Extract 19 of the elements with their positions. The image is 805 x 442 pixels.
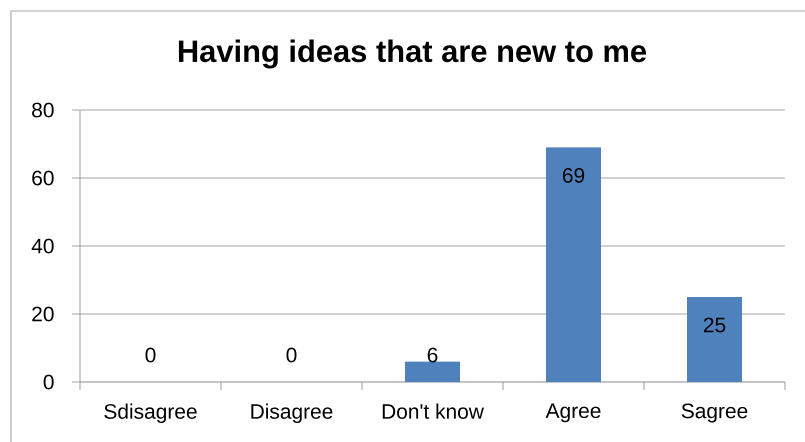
y-tick-label: 40	[32, 238, 54, 254]
data-label: 0	[145, 348, 156, 362]
data-label: 6	[428, 348, 438, 362]
x-tick-label: Sagree	[682, 404, 748, 422]
y-tick-label: 80	[32, 102, 54, 118]
data-label: 25	[704, 318, 726, 332]
y-tick-label: 60	[32, 170, 54, 186]
y-tick-label: 20	[32, 306, 54, 322]
y-tick-label: 0	[44, 374, 54, 390]
data-label: 0	[286, 348, 296, 362]
chart-title: Having ideas that are new to me	[178, 40, 646, 68]
data-label: 69	[562, 168, 584, 183]
bar	[546, 147, 602, 382]
bar	[405, 362, 460, 382]
bar	[687, 297, 742, 382]
x-tick-label: Agree	[546, 404, 600, 422]
x-tick-label: Disagree	[251, 404, 332, 424]
x-tick-label: Don't know	[382, 404, 484, 419]
x-tick-label: Sdisagree	[104, 404, 197, 424]
